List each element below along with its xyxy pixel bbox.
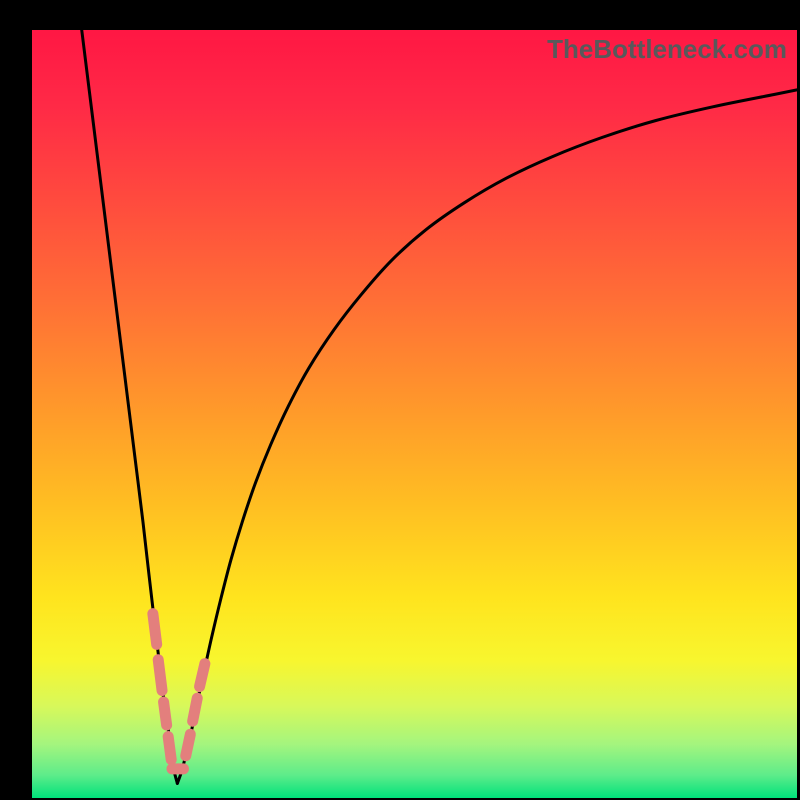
watermark-text: TheBottleneck.com xyxy=(547,34,787,65)
marker-segment-1 xyxy=(158,660,162,691)
marker-segment-2 xyxy=(164,702,167,725)
curve-layer xyxy=(32,30,797,798)
marker-segment-0 xyxy=(153,614,157,645)
marker-segment-5 xyxy=(186,734,191,756)
marker-segment-7 xyxy=(200,664,205,687)
curve-right-branch xyxy=(177,90,797,784)
marker-segment-6 xyxy=(193,698,198,721)
canvas-root: TheBottleneck.com xyxy=(0,0,800,800)
plot-area: TheBottleneck.com xyxy=(32,30,797,798)
marker-segment-3 xyxy=(168,737,171,760)
